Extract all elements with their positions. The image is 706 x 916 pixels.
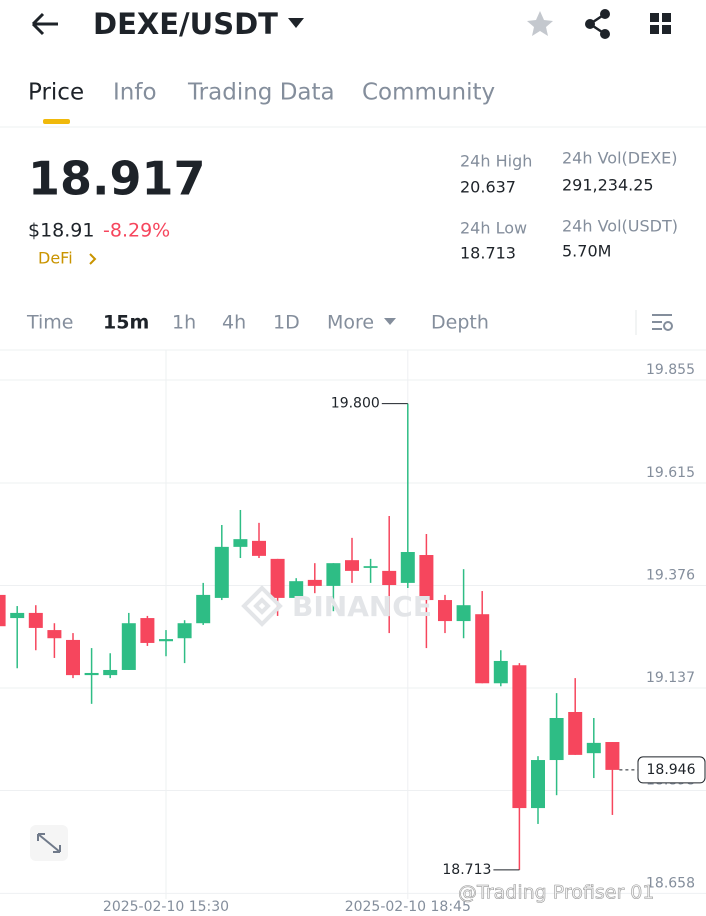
candle-body xyxy=(363,566,378,568)
candle-body xyxy=(419,555,434,601)
x-tick-label: 2025-02-10 18:45 xyxy=(345,899,471,915)
candle-body xyxy=(289,581,304,598)
last-price: 18.917 xyxy=(28,152,206,206)
usd-price: $18.91 xyxy=(28,220,94,242)
candle-body xyxy=(66,639,80,676)
chart: 2025-02-10 15:30 2025-02-10 18:45 19.855 19… xyxy=(0,350,706,915)
candle-body xyxy=(307,579,322,586)
back-icon[interactable] xyxy=(31,12,58,36)
x-tick-label: 2025-02-10 15:30 xyxy=(103,899,229,915)
candle-body xyxy=(605,742,620,770)
price-label: 18.946 xyxy=(647,762,696,778)
stat-label: 24h Low xyxy=(460,219,527,238)
settings-icon[interactable] xyxy=(652,314,673,331)
stat-value: 291,234.25 xyxy=(562,176,654,195)
interval[interactable]: 15m xyxy=(103,312,149,334)
candle-body xyxy=(345,560,359,571)
category-tag[interactable]: DeFi xyxy=(38,249,73,268)
interval[interactable]: Time xyxy=(26,312,74,334)
tab-indicator xyxy=(43,119,70,124)
candle-body xyxy=(10,612,25,619)
candle-body xyxy=(47,630,62,639)
stat-label: 24h Vol(USDT) xyxy=(562,217,678,236)
watermark-logo xyxy=(241,585,283,627)
candle-body xyxy=(493,660,508,684)
menu-icon[interactable] xyxy=(650,13,671,34)
candle-body xyxy=(233,539,248,547)
interval[interactable]: 4h xyxy=(222,312,246,334)
interval[interactable]: More xyxy=(327,312,374,334)
candle-body xyxy=(252,540,266,556)
expand-icon[interactable] xyxy=(30,825,68,861)
y-tick-label: 19.615 xyxy=(646,465,695,481)
candle-body xyxy=(121,623,136,670)
stat-value: 5.70M xyxy=(562,242,611,261)
interval[interactable]: 1h xyxy=(172,312,196,334)
interval[interactable]: 1D xyxy=(273,312,300,334)
watermark: BINANCE xyxy=(292,590,432,623)
candle-body xyxy=(456,605,471,622)
favorite-icon[interactable] xyxy=(527,11,553,36)
candle-body xyxy=(400,552,415,583)
candle-body xyxy=(549,718,564,761)
tab[interactable]: Trading Data xyxy=(187,80,335,106)
candle-body xyxy=(586,742,601,754)
stat-value: 18.713 xyxy=(460,244,516,263)
pair-title[interactable]: DEXE/USDT xyxy=(93,7,278,41)
candle-body xyxy=(438,600,452,622)
stat-value: 20.637 xyxy=(460,178,516,197)
candle-body xyxy=(512,665,527,809)
pair-dropdown[interactable] xyxy=(288,18,304,28)
candle-body xyxy=(140,618,155,643)
price-change: -8.29% xyxy=(103,220,170,242)
more-dropdown[interactable] xyxy=(384,318,396,325)
candle-body xyxy=(196,594,211,624)
candle-body xyxy=(159,639,173,642)
candle-body xyxy=(531,760,545,809)
low-marker-label: 18.713 xyxy=(442,862,491,878)
stat-label: 24h Vol(DEXE) xyxy=(562,149,678,168)
tab[interactable]: Price xyxy=(28,80,84,106)
candle-body xyxy=(28,612,43,628)
candle-body xyxy=(270,558,285,598)
candle-body xyxy=(103,669,118,676)
y-tick-label: 19.855 xyxy=(646,362,695,378)
tab[interactable]: Info xyxy=(113,80,157,106)
y-tick-label: 19.137 xyxy=(646,670,695,686)
candle-body xyxy=(326,563,341,586)
candle-body xyxy=(0,594,6,627)
stat-label: 24h High xyxy=(460,152,532,171)
candle-body xyxy=(214,546,229,598)
high-marker-label: 19.800 xyxy=(331,396,380,412)
credit: @Trading Profiser 01 xyxy=(458,882,654,904)
candle-body xyxy=(568,711,583,755)
y-tick-label: 18.658 xyxy=(646,875,695,891)
candle-body xyxy=(475,614,490,684)
candle-body xyxy=(84,672,99,676)
interval[interactable]: Depth xyxy=(431,312,489,334)
tag-chevron[interactable] xyxy=(89,253,97,265)
candle-body xyxy=(382,570,397,586)
y-tick-label: 19.376 xyxy=(646,567,695,583)
share-icon[interactable] xyxy=(585,9,610,39)
tab[interactable]: Community xyxy=(362,80,495,106)
candle-body xyxy=(177,623,192,639)
price-box xyxy=(637,756,706,784)
